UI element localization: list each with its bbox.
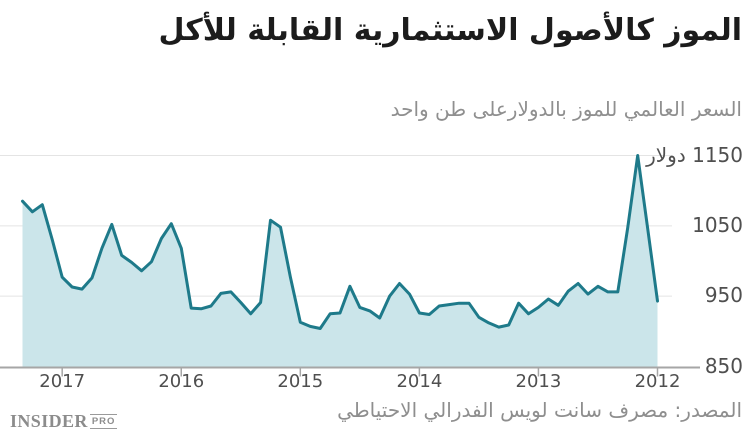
page-title: الموز كالأصول الاستثمارية القابلة للأكل [158, 13, 743, 48]
area-fill [22, 155, 658, 367]
logo-pro-badge: PRO [89, 414, 118, 429]
chart-subtitle: السعر العالمي للموز بالدولارعلى طن واحد [390, 97, 742, 121]
insider-pro-logo: INSIDER PRO [10, 411, 118, 432]
price-line [21, 154, 659, 330]
source-note: المصدر: مصرف سانت لويس الفدرالي الاحتياط… [337, 398, 742, 422]
x-axis-ticks [61, 368, 659, 377]
logo-insider-text: INSIDER [10, 411, 88, 431]
